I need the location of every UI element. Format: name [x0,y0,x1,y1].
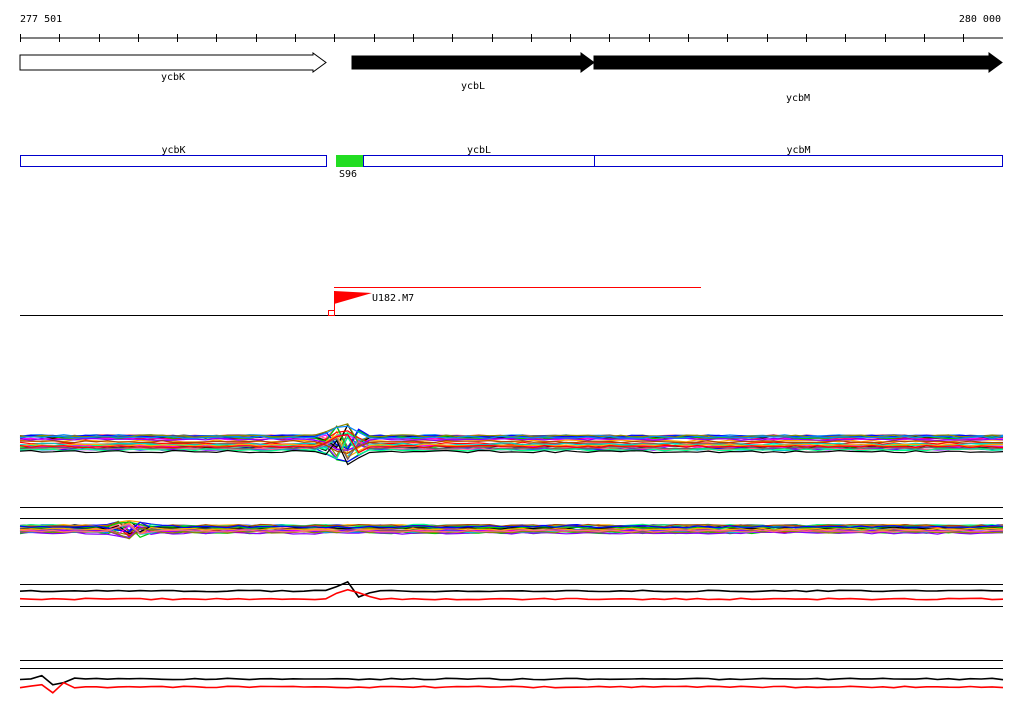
gene-arrow-ycbL[interactable] [351,52,595,73]
gene-track: ycbK ycbL ycbM [19,52,1003,104]
annotation-track: ycbK ycbL ycbM S96 [20,145,1003,180]
expression-track-4 [19,660,1004,694]
coordinate-ruler: 277 501 280 000 [20,14,1003,42]
expression-track-1 [19,423,1004,466]
expression-line [19,436,1004,460]
expression-line [19,430,1004,446]
expression-track-3 [19,580,1004,607]
annotation-label-ycbK: ycbK [161,145,185,156]
expression-track-2 [19,507,1004,540]
expression-line [19,425,1004,440]
annotation-box-ycbK[interactable] [20,155,327,167]
expression-line [19,521,1004,533]
transcript-start-marker [328,310,335,316]
annotation-box-ycbL[interactable] [363,155,595,167]
expression-line [19,527,1004,540]
expression-line [19,433,1004,454]
gene-label-ycbM: ycbM [786,93,810,104]
gene-label-ycbL: ycbL [461,81,485,92]
annotation-box-ycbM[interactable] [594,155,1003,167]
expression-line [19,439,1004,455]
expression-line [19,681,1004,694]
expression-line [19,588,1004,601]
expression-line [19,528,1004,540]
annotation-label-ycbL: ycbL [467,145,491,156]
ruler-end-label: 280 000 [959,14,1001,25]
expression-line [19,674,1004,686]
gene-arrow-ycbK[interactable] [19,52,327,73]
expression-line [19,437,1004,451]
expression-line [19,439,1004,466]
feature-label-S96: S96 [339,169,357,180]
transcript-label[interactable]: U182.M7 [372,293,414,304]
ruler-ticks [20,34,964,42]
ruler-start-label: 277 501 [20,14,62,25]
expression-line [19,523,1004,535]
expression-line [19,436,1004,461]
annotation-label-ycbM: ycbM [786,145,810,156]
expression-tracks [19,423,1004,694]
expression-line [19,434,1004,459]
transcript-track: U182.M7 [20,287,1003,316]
transcript-flag-icon [334,291,372,304]
expression-line [19,580,1003,598]
feature-S96[interactable] [336,155,363,167]
gene-label-ycbK: ycbK [161,72,185,83]
gene-arrow-ycbM[interactable] [593,52,1003,73]
